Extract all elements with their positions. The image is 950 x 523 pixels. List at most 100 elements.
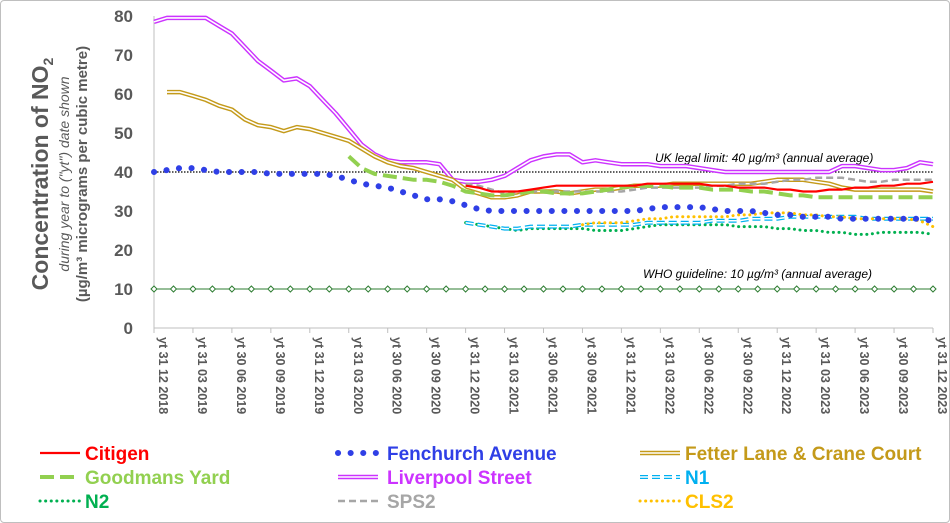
y-axis-label: Concentration of NO2 during year to ("yt…	[27, 46, 91, 302]
who-guideline-marker	[617, 285, 626, 293]
who-guideline-marker	[325, 285, 333, 293]
legend-item-citigen: Citigen	[40, 444, 149, 465]
x-tick-label: yt 31 12 2023	[935, 337, 949, 414]
y-axis-label-units: (µg/m³ micrograms per cubic metre)	[74, 46, 91, 302]
legend-label: Goodmans Yard	[85, 468, 230, 489]
who-guideline-marker	[267, 285, 275, 293]
series-fetter-lane-and-crane-court	[167, 89, 934, 200]
legend-label: CLS2	[685, 492, 734, 513]
x-tick-label: yt 30 06 2020	[390, 337, 404, 414]
series-line-inner	[153, 17, 934, 183]
y-axis-label-note: during year to ("yt") date shown	[56, 76, 72, 271]
who-guideline-marker	[909, 285, 918, 293]
who-guideline-marker	[676, 285, 684, 293]
legend-label: N1	[685, 468, 710, 489]
x-tick-label: yt 31 12 2019	[312, 337, 326, 414]
series-citigen	[465, 180, 934, 193]
who-guideline-marker	[247, 285, 256, 293]
y-axis-ticks: 0 10 20 30 40 50 60 70 80	[114, 7, 133, 338]
who-guideline-marker	[870, 285, 879, 293]
who-guideline-marker	[715, 285, 723, 293]
who-guideline-marker	[189, 285, 197, 293]
who-guideline-marker	[831, 285, 840, 293]
x-tick-label: yt 30 06 2022	[701, 337, 715, 414]
who-guideline-marker	[812, 285, 820, 293]
who-guideline-marker	[929, 285, 937, 293]
y-tick-label: 10	[114, 280, 133, 299]
y-tick-label: 30	[114, 202, 133, 221]
who-guideline-marker	[792, 285, 801, 293]
y-axis-label-main-text: Concentration of NO	[27, 65, 53, 290]
who-guideline-marker	[481, 285, 489, 293]
who-guideline-marker	[559, 285, 567, 293]
series-line	[465, 180, 934, 193]
y-axis-label-main: Concentration of NO2	[27, 57, 56, 290]
x-tick-label: yt 31 03 2020	[351, 337, 365, 414]
x-tick-label: yt 30 09 2020	[429, 337, 443, 414]
y-tick-label: 70	[114, 46, 133, 65]
x-tick-label: yt 31 12 2021	[623, 337, 637, 414]
x-tick-label: yt 30 09 2023	[896, 337, 910, 414]
who-guideline-marker	[637, 285, 645, 293]
x-tick-label: yt 31 03 2022	[662, 337, 676, 414]
who-guideline-marker	[403, 285, 411, 293]
legend-label: SPS2	[387, 492, 436, 513]
x-tick-label: yt 30 09 2019	[273, 337, 287, 414]
series-line-inner	[167, 91, 934, 199]
who-guideline-marker	[656, 285, 665, 293]
legend-label: N2	[85, 492, 109, 513]
who-guideline-marker	[734, 285, 742, 293]
y-tick-label: 50	[114, 124, 133, 143]
legend-item-cls2: CLS2	[638, 492, 734, 513]
x-tick-label: yt 31 03 2021	[507, 337, 521, 414]
y-tick-label: 20	[114, 241, 133, 260]
who-guideline-label: WHO guideline: 10 µg/m³ (annual average)	[643, 267, 872, 281]
who-guideline-marker	[442, 285, 450, 293]
x-tick-label: yt 30 06 2021	[546, 337, 560, 414]
legend: Citigen Fenchurch Avenue Fetter Lane & Cra…	[38, 444, 922, 513]
x-tick-label: yt 30 06 2023	[857, 337, 871, 414]
legend-item-n2: N2	[38, 492, 109, 513]
who-guideline-marker	[539, 285, 548, 293]
who-guideline-marker	[890, 285, 898, 293]
legend-label: Liverpool Street	[387, 468, 532, 489]
who-guideline-marker	[520, 285, 528, 293]
legend-item-n1: N1	[640, 468, 710, 489]
legend-item-goodmans-yard: Goodmans Yard	[40, 468, 230, 489]
who-guideline-marker	[461, 285, 470, 293]
y-tick-label: 0	[124, 319, 133, 338]
who-guideline-marker	[364, 285, 372, 293]
who-guideline-marker	[228, 285, 236, 293]
y-tick-label: 60	[114, 85, 133, 104]
who-guideline-marker	[169, 285, 178, 293]
uk-legal-limit-label: UK legal limit: 40 µg/m³ (annual average…	[655, 151, 873, 165]
data-series	[151, 15, 936, 236]
legend-label: Fenchurch Avenue	[387, 444, 557, 465]
x-tick-label: yt 30 06 2019	[234, 337, 248, 414]
who-guideline-marker	[208, 285, 217, 293]
who-guideline-marker	[695, 285, 704, 293]
legend-item-fenchurch-avenue: Fenchurch Avenue	[335, 444, 557, 465]
legend-label: Fetter Lane & Crane Court	[685, 444, 922, 465]
who-guideline-marker	[286, 285, 295, 293]
x-tick-label: yt 30 09 2022	[740, 337, 754, 414]
x-tick-label: yt 31 12 2022	[779, 337, 793, 414]
who-guideline-marker	[345, 285, 353, 293]
legend-label: Citigen	[85, 444, 149, 465]
who-guideline-marker	[150, 285, 158, 293]
legend-item-fetter-lane-and-crane-court: Fetter Lane & Crane Court	[640, 444, 922, 465]
x-tick-label: yt 31 12 2020	[468, 337, 482, 414]
reference-lines: UK legal limit: 40 µg/m³ (annual average…	[150, 151, 937, 293]
y-tick-label: 40	[114, 163, 133, 182]
who-guideline-marker	[851, 285, 859, 293]
series-line	[151, 165, 936, 224]
who-guideline-marker	[754, 285, 762, 293]
who-guideline-marker	[383, 285, 392, 293]
series-liverpool-street	[153, 15, 934, 185]
who-guideline-marker	[422, 285, 431, 293]
series-fenchurch-avenue	[151, 165, 936, 224]
legend-item-sps2: SPS2	[338, 492, 436, 513]
who-guideline-marker	[773, 285, 781, 293]
